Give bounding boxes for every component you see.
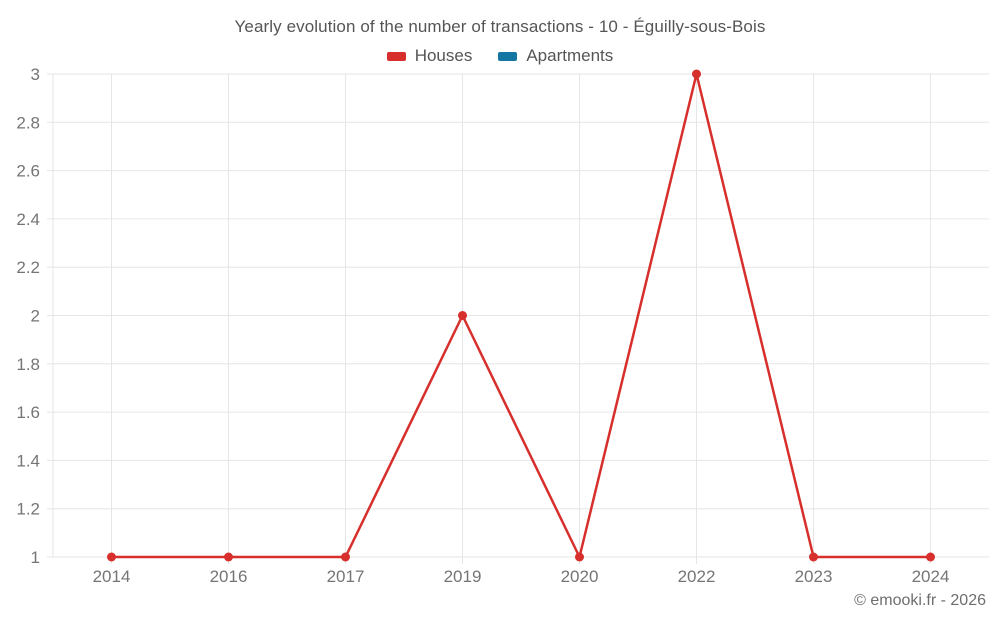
x-tick-label: 2022 xyxy=(678,567,716,586)
y-tick-label: 1 xyxy=(31,548,40,567)
x-tick-label: 2016 xyxy=(210,567,248,586)
y-tick-label: 3 xyxy=(31,65,40,84)
x-tick-label: 2014 xyxy=(93,567,131,586)
legend-item-apartments[interactable]: Apartments xyxy=(498,46,613,66)
houses-data-point-2022[interactable] xyxy=(692,69,701,79)
y-tick-label: 2.8 xyxy=(16,113,40,132)
apartments-legend-label: Apartments xyxy=(526,46,614,65)
x-tick-label: 2023 xyxy=(795,567,833,586)
x-tick-label: 2020 xyxy=(561,567,599,586)
y-tick-label: 1.8 xyxy=(16,355,40,374)
houses-legend-label: Houses xyxy=(414,46,473,65)
apartments-series-swatch-icon xyxy=(498,51,518,61)
houses-data-point-2024[interactable] xyxy=(926,552,935,562)
x-tick-label: 2024 xyxy=(912,567,950,586)
houses-data-point-2023[interactable] xyxy=(809,552,818,562)
x-tick-label: 2017 xyxy=(327,567,365,586)
chart-legend: Houses Apartments xyxy=(0,45,1000,67)
houses-series-line xyxy=(111,72,931,559)
houses-data-point-2017[interactable] xyxy=(341,552,350,562)
y-tick-label: 2 xyxy=(31,307,40,326)
copyright-footer: © emooki.fr - 2026 xyxy=(854,592,986,609)
x-tick-label: 2019 xyxy=(444,567,482,586)
y-tick-label: 1.2 xyxy=(16,500,40,519)
y-tick-label: 2.2 xyxy=(16,258,40,277)
legend-item-houses[interactable]: Houses xyxy=(386,46,473,66)
y-tick-label: 1.4 xyxy=(16,451,40,470)
chart-title: Yearly evolution of the number of transa… xyxy=(234,17,766,36)
y-tick-label: 2.4 xyxy=(16,210,40,229)
y-tick-label: 2.6 xyxy=(16,162,40,181)
y-tick-label: 1.6 xyxy=(16,403,40,422)
houses-data-point-2016[interactable] xyxy=(224,552,233,562)
houses-series-swatch-icon xyxy=(386,51,406,61)
houses-data-point-2019[interactable] xyxy=(458,311,467,320)
houses-data-point-2020[interactable] xyxy=(575,552,584,562)
houses-data-point-2014[interactable] xyxy=(107,552,116,562)
